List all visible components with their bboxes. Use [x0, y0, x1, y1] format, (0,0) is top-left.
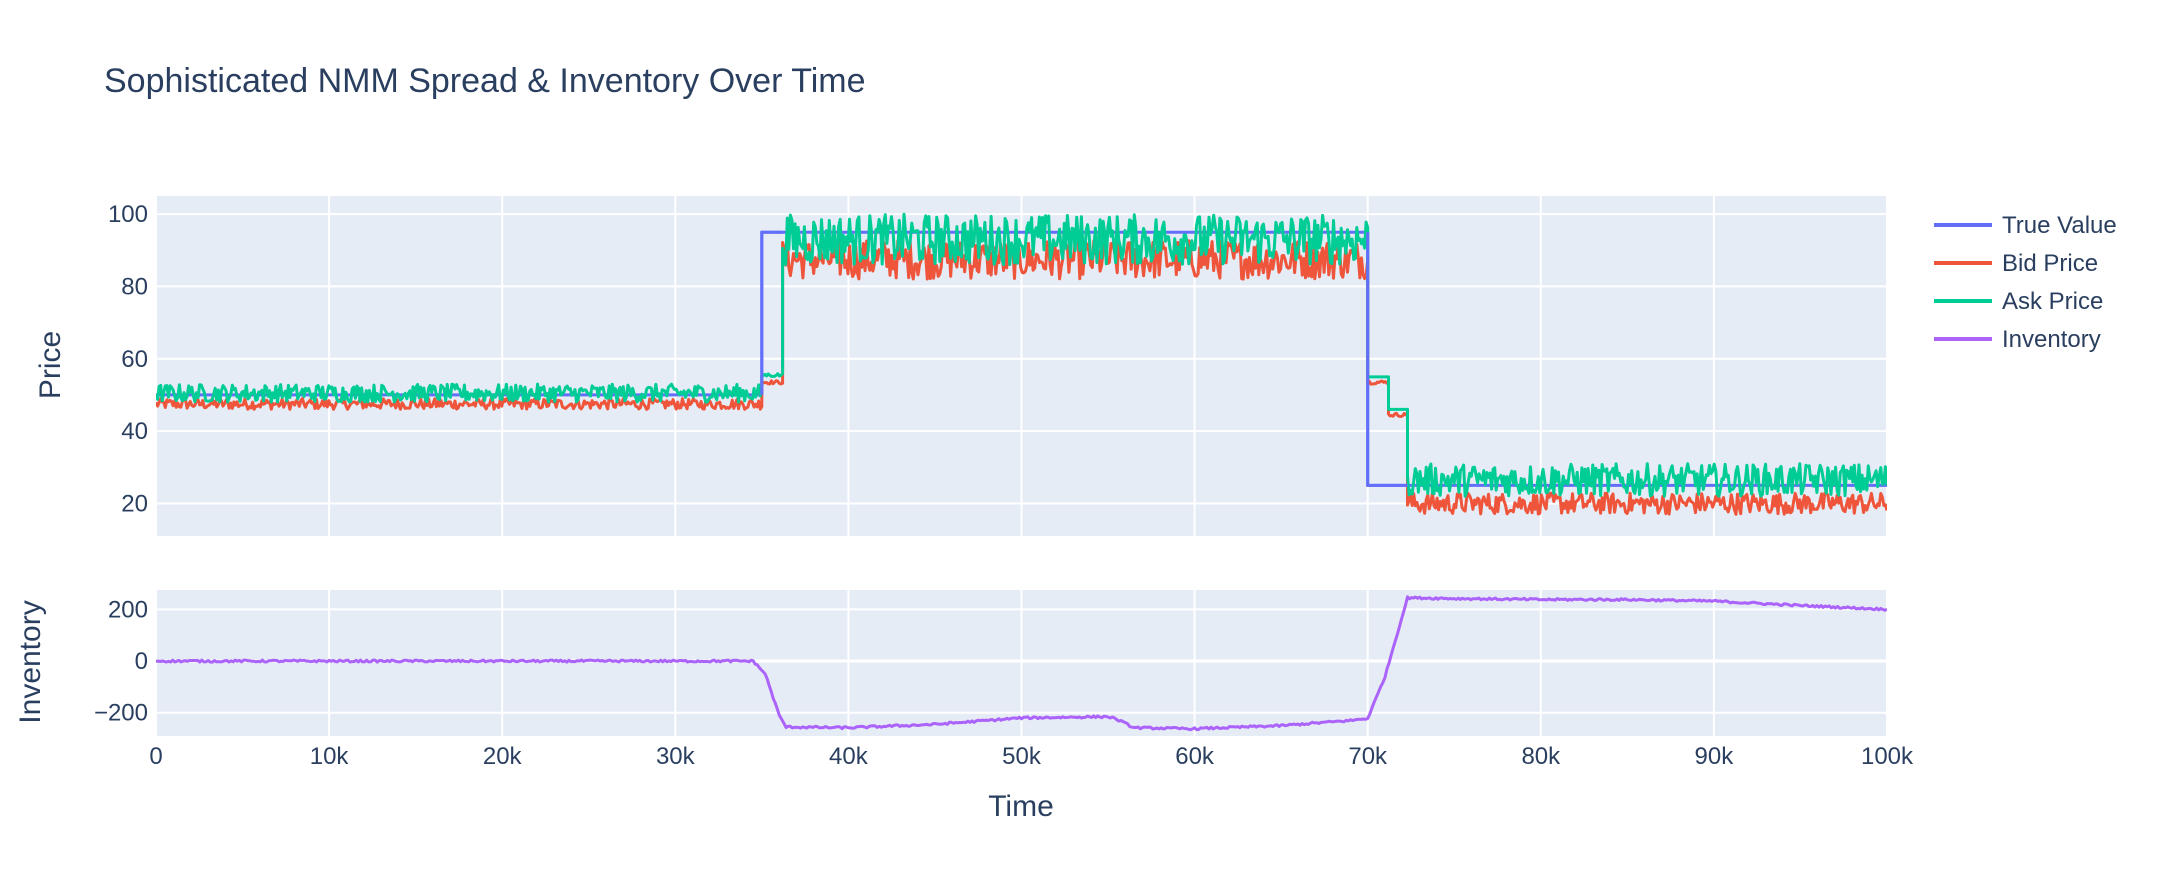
x-tick-label: 90k	[1695, 743, 1735, 770]
x-tick-label: 70k	[1348, 743, 1388, 770]
series-line-true-value-step	[1366, 232, 1408, 487]
y-axis-title-inventory: Inventory	[14, 600, 47, 723]
legend-label: Ask Price	[2002, 288, 2103, 315]
x-tick-label: 30k	[656, 743, 696, 770]
y-tick-label: 40	[121, 418, 148, 445]
x-tick-label: 40k	[829, 743, 869, 770]
x-tick-label: 20k	[483, 743, 523, 770]
legend-item-bid-price[interactable]: Bid Price	[1934, 250, 2098, 277]
x-tick-label: 50k	[1002, 743, 1042, 770]
y-tick-label: 60	[121, 346, 148, 373]
legend[interactable]: True Value Bid Price Ask Price Inventory	[1934, 212, 2117, 353]
y-tick-label: −200	[94, 700, 148, 727]
series-line-ask-price	[156, 212, 1887, 498]
legend-label: True Value	[2002, 212, 2117, 239]
legend-item-true-value[interactable]: True Value	[1934, 212, 2117, 239]
series-line-true-value-step	[760, 230, 783, 395]
x-tick-label: 60k	[1175, 743, 1215, 770]
legend-item-ask-price[interactable]: Ask Price	[1934, 288, 2103, 315]
x-axis-title: Time	[988, 790, 1054, 823]
y-tick-label: 100	[108, 201, 148, 228]
y-tick-label: 0	[135, 648, 148, 675]
x-tick-label: 100k	[1861, 743, 1914, 770]
y-tick-label: 80	[121, 273, 148, 300]
chart-title: Sophisticated NMM Spread & Inventory Ove…	[104, 62, 866, 100]
y-tick-label: 200	[108, 596, 148, 623]
x-tick-label: 80k	[1521, 743, 1561, 770]
inventory-panel: 200 0 −200	[94, 590, 1888, 736]
x-tick-label: 0	[149, 743, 162, 770]
y-axis-title-price: Price	[34, 331, 67, 399]
series-line-inventory	[156, 595, 1887, 732]
x-axis: 0 10k 20k 30k 40k 50k 60k 70k 80k 90k 100k	[149, 743, 1914, 770]
price-panel: 20 40 60 80 100	[108, 196, 1888, 536]
x-tick-label: 10k	[310, 743, 350, 770]
legend-item-inventory[interactable]: Inventory	[1934, 326, 2101, 353]
legend-label: Inventory	[2002, 326, 2101, 353]
legend-label: Bid Price	[2002, 250, 2098, 277]
y-tick-label: 20	[121, 490, 148, 517]
